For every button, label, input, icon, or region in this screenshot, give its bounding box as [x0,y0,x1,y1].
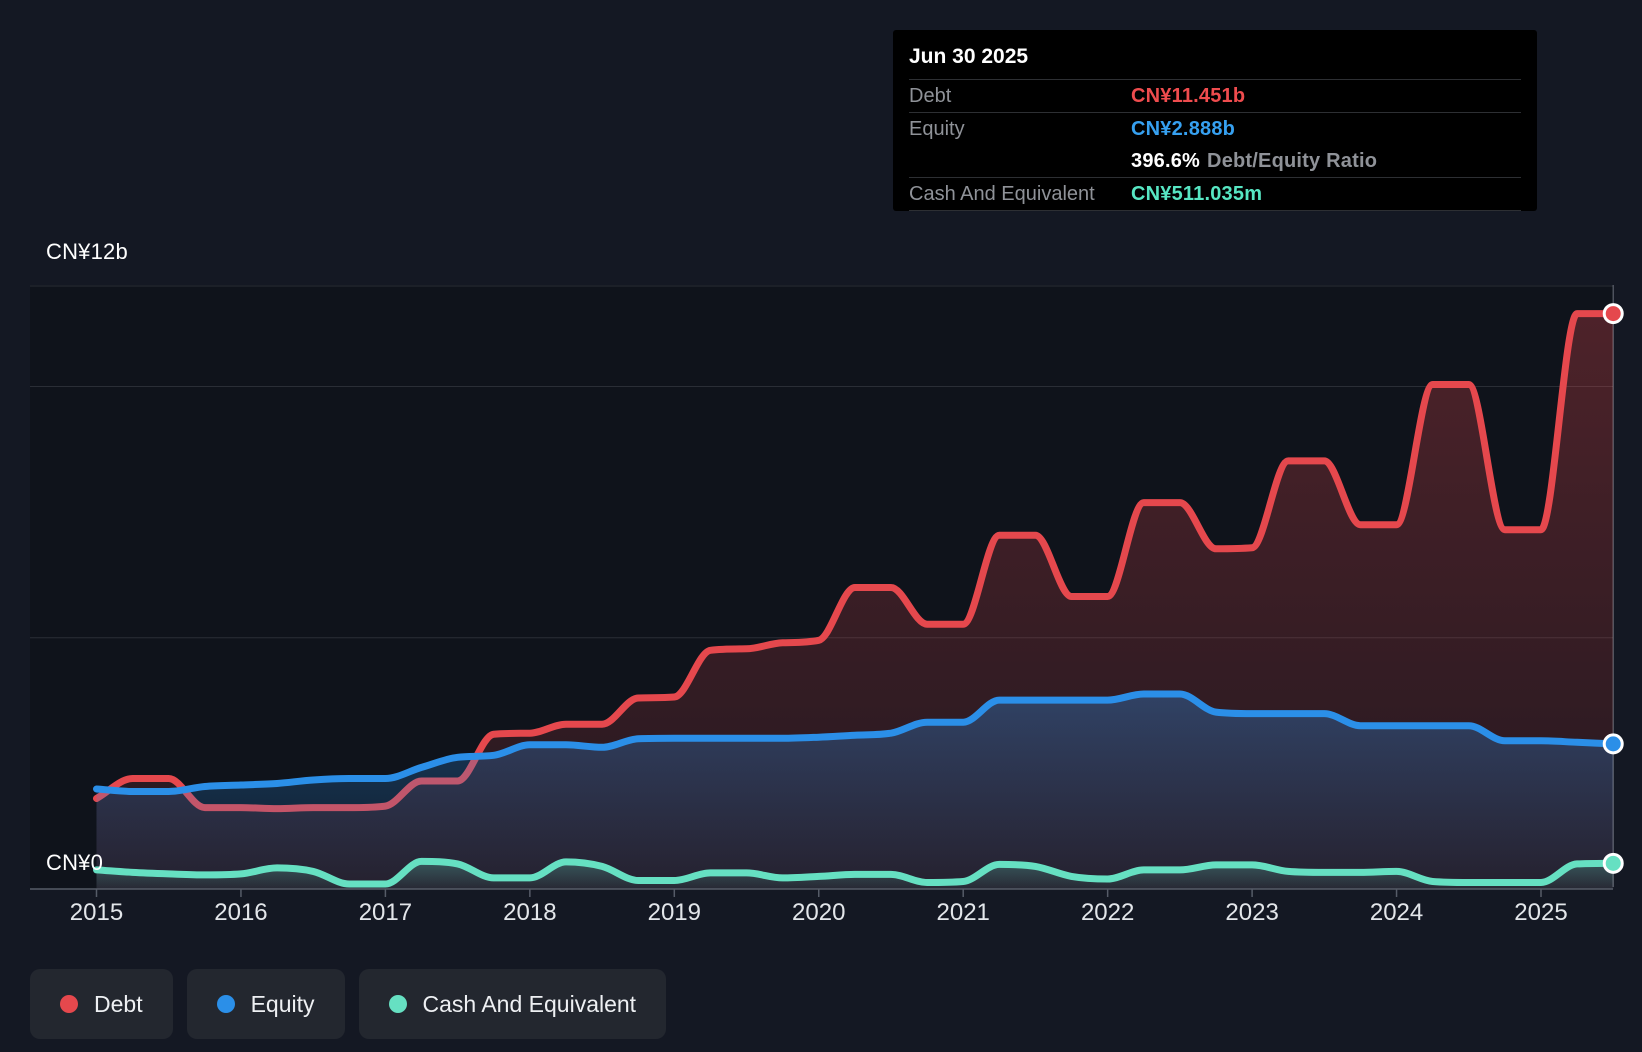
tooltip-equity-value: CN¥2.888b [1131,118,1235,141]
y-axis-label-zero: CN¥0 [46,850,103,876]
legend-debt-label: Debt [94,991,143,1018]
equity-series-dot-icon [217,995,235,1013]
legend-equity-label: Equity [251,991,315,1018]
tooltip-equity-label: Equity [909,118,1131,141]
legend-cash-label: Cash And Equivalent [423,991,637,1018]
legend: Debt Equity Cash And Equivalent [30,969,666,1039]
debt-to-equity-chart: CN¥12b CN¥0 2015201620172018201920202021… [0,0,1642,1052]
equity-end-marker [1604,735,1622,753]
tooltip-debt-value: CN¥11.451b [1131,85,1245,108]
cash-series-dot-icon [389,995,407,1013]
tooltip-cash-value: CN¥511.035m [1131,183,1262,206]
legend-item-equity[interactable]: Equity [187,969,345,1039]
tooltip-row-equity: Equity CN¥2.888b [909,113,1521,145]
tooltip-ratio-value: 396.6% [1131,150,1200,172]
debt-series-dot-icon [60,995,78,1013]
legend-item-cash[interactable]: Cash And Equivalent [359,969,667,1039]
y-axis-label-max: CN¥12b [46,239,128,265]
tooltip-ratio-label: Debt/Equity Ratio [1207,150,1377,172]
cash-end-marker [1604,854,1622,872]
debt-end-marker [1604,305,1622,323]
legend-item-debt[interactable]: Debt [30,969,173,1039]
tooltip-row-debt: Debt CN¥11.451b [909,80,1521,113]
tooltip-row-ratio: 396.6% Debt/Equity Ratio [909,145,1521,178]
tooltip-cash-label: Cash And Equivalent [909,183,1131,206]
tooltip-date: Jun 30 2025 [909,30,1521,80]
tooltip-debt-label: Debt [909,85,1131,108]
tooltip-row-cash: Cash And Equivalent CN¥511.035m [909,178,1521,211]
tooltip: Jun 30 2025 Debt CN¥11.451b Equity CN¥2.… [893,30,1537,211]
